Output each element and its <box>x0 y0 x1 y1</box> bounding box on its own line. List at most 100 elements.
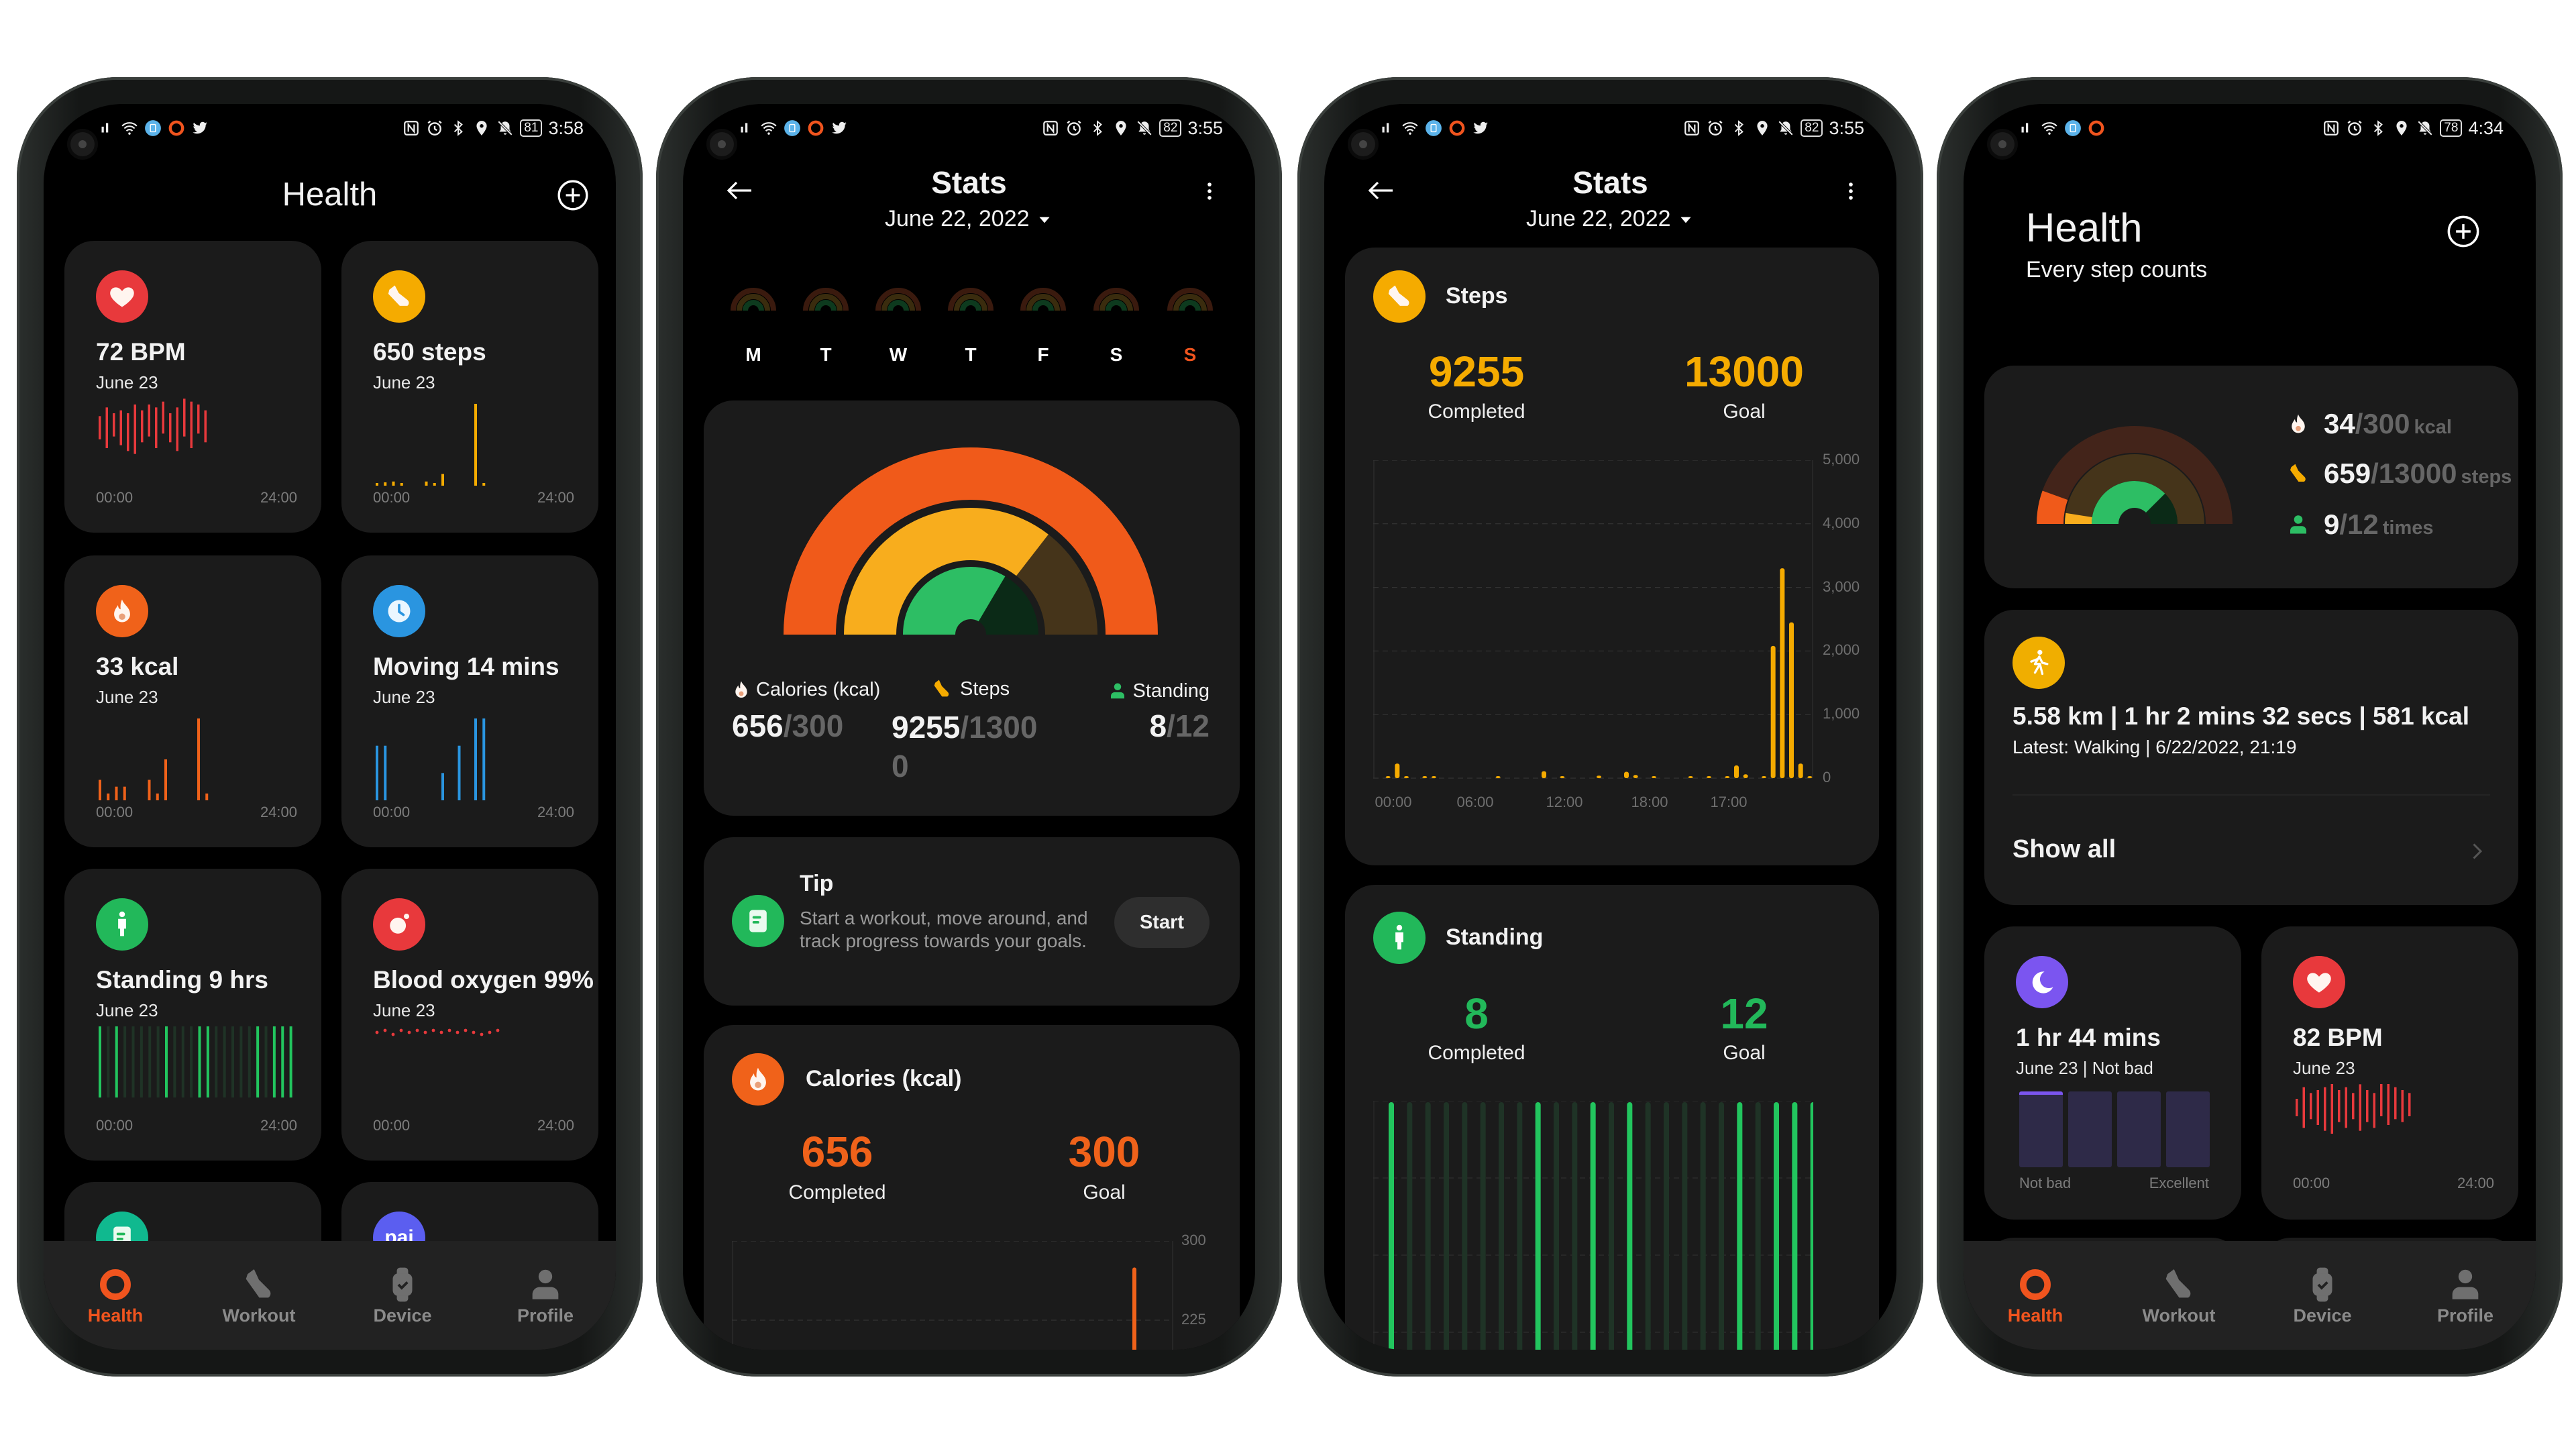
workout-latest: Latest: Walking | 6/22/2022, 21:19 <box>2012 737 2297 757</box>
spo2-dot <box>480 1032 484 1036</box>
health-card[interactable]: Moving 14 mins June 23 00:00 24:00 <box>341 555 598 847</box>
standing-legend: Standing <box>1108 678 1210 704</box>
nav-workout[interactable]: Workout <box>199 1265 319 1326</box>
activity-bar <box>376 745 378 800</box>
steps-bar <box>1798 763 1803 778</box>
steps-bar <box>1688 776 1693 778</box>
nfc-icon <box>2322 119 2340 137</box>
clock: 3:55 <box>1829 117 1864 138</box>
spo2-dot <box>439 1030 443 1034</box>
more-options-icon[interactable] <box>1198 178 1221 205</box>
screen: 78 4:34 Health Every step counts 34/300 k… <box>1964 104 2536 1350</box>
heart-rate-bar <box>2373 1093 2375 1128</box>
location-icon <box>1754 119 1771 137</box>
standing-bar-inactive <box>1682 1102 1688 1350</box>
nav-device[interactable]: Device <box>2262 1265 2383 1326</box>
tip-body: Start a workout, move around, and track … <box>800 908 1088 951</box>
shoe-icon <box>239 1265 278 1304</box>
bluetooth-icon <box>1089 119 1106 137</box>
standing-bar-inactive <box>181 1026 184 1097</box>
activity-bar <box>433 483 436 486</box>
shoe-icon <box>1373 270 1426 323</box>
x-start-label: 00:00 <box>96 489 133 506</box>
card-date: June 23 <box>373 1000 435 1020</box>
heart-rate-card[interactable]: 82 BPM June 23 00:00 24:00 <box>2261 926 2518 1220</box>
spo2-dot <box>399 1028 403 1032</box>
activity-rings-card[interactable]: Calories (kcal) 656/300 Steps 9255/13000… <box>704 400 1240 816</box>
nav-device[interactable]: Device <box>342 1265 463 1326</box>
standing-bar-inactive <box>156 1026 160 1097</box>
mute-icon <box>1136 119 1153 137</box>
heart-rate-bar <box>2401 1090 2404 1122</box>
activity-summary-card[interactable]: 34/300 kcal 659/13000 steps 9/12 times <box>1984 366 2518 588</box>
y-tick-label: 5,000 <box>1823 451 1860 468</box>
activity-bar <box>376 483 378 486</box>
add-card-icon[interactable] <box>556 178 590 212</box>
standing-card[interactable]: Standing 8 Completed 12 Goal <box>1345 885 1879 1350</box>
phone-stats-detail: 82 3:55 Stats June 22, 2022 Steps 9255 C… <box>1297 77 1923 1377</box>
day-tab[interactable]: S <box>1110 344 1123 365</box>
heart-rate-bar <box>2316 1090 2319 1125</box>
standing-bar-inactive <box>173 1026 176 1097</box>
heart-rate-bar <box>133 405 136 454</box>
card-date: June 23 | Not bad <box>2016 1058 2153 1078</box>
calories-value: 656/300 <box>732 708 844 743</box>
calories-card[interactable]: Calories (kcal) 656 Completed 300 Goal 3… <box>704 1025 1240 1350</box>
heart-rate-bar <box>2302 1087 2305 1128</box>
heart-rate-bar <box>2408 1093 2411 1116</box>
y-tick-label: 2,000 <box>1823 641 1860 659</box>
date-picker[interactable]: June 22, 2022 <box>683 206 1255 232</box>
show-all-button[interactable]: Show all <box>1984 798 2518 905</box>
more-options-icon[interactable] <box>1839 178 1862 205</box>
standing-bar-inactive <box>248 1026 251 1097</box>
steps-bar <box>1542 771 1546 778</box>
workout-card[interactable]: 5.58 km | 1 hr 2 mins 32 secs | 581 kcal… <box>1984 610 2518 905</box>
day-tab[interactable]: T <box>965 344 977 365</box>
spo2-dot <box>472 1030 476 1034</box>
nav-health[interactable]: Health <box>55 1265 176 1326</box>
page-title: Stats <box>1572 165 1648 200</box>
nav-workout[interactable]: Workout <box>2118 1265 2239 1326</box>
wifi-icon <box>760 119 777 137</box>
health-card[interactable]: Standing 9 hrs June 23 00:00 24:00 <box>64 869 321 1161</box>
nav-profile[interactable]: Profile <box>485 1265 606 1326</box>
goal-label: Goal <box>1083 1181 1126 1203</box>
day-tab[interactable]: W <box>889 344 908 365</box>
sleep-card[interactable]: 1 hr 44 mins June 23 | Not bad Not bad E… <box>1984 926 2241 1220</box>
health-card[interactable]: 650 steps June 23 00:00 24:00 <box>341 241 598 533</box>
standing-bar-active <box>1389 1102 1394 1350</box>
day-tab[interactable]: S <box>1183 344 1197 365</box>
standing-bar-inactive <box>1554 1102 1559 1350</box>
card-date: June 23 <box>373 687 435 707</box>
ring-progress <box>1106 302 1114 311</box>
health-card[interactable]: 33 kcal June 23 00:00 24:00 <box>64 555 321 847</box>
nfc-icon <box>1683 119 1701 137</box>
card-date: June 23 <box>96 372 158 392</box>
health-card[interactable]: 72 BPM June 23 00:00 24:00 <box>64 241 321 533</box>
day-rings <box>731 288 776 311</box>
nav-health[interactable]: Health <box>1975 1265 2096 1326</box>
value: 34 <box>2324 408 2355 439</box>
date-picker[interactable]: June 22, 2022 <box>1324 206 1896 232</box>
steps-bar <box>1385 776 1391 778</box>
moon-icon <box>2016 956 2068 1008</box>
nav-label: Health <box>87 1305 144 1326</box>
ring-track <box>1020 288 1066 311</box>
summary-row: 659/13000 steps <box>2286 458 2512 490</box>
start-button[interactable]: Start <box>1114 897 1210 948</box>
day-tab[interactable]: T <box>820 344 832 365</box>
day-tab[interactable]: M <box>745 344 761 365</box>
nav-label: Health <box>2007 1305 2063 1326</box>
health-card[interactable]: Blood oxygen 99% June 23 00:00 24:00 <box>341 869 598 1161</box>
day-tab[interactable]: F <box>1037 344 1049 365</box>
standing-bar-active <box>272 1026 276 1097</box>
sleep-high-label: Excellent <box>2149 1175 2209 1191</box>
steps-card[interactable]: Steps 9255 Completed 13000 Goal 5,000 4,0… <box>1345 248 1879 865</box>
date-label: June 22, 2022 <box>1526 206 1671 231</box>
ring-progress <box>1179 302 1187 311</box>
nav-profile[interactable]: Profile <box>2405 1265 2526 1326</box>
add-card-icon[interactable] <box>2446 214 2481 249</box>
standing-bar-inactive <box>123 1026 127 1097</box>
shoe-icon <box>2286 461 2310 486</box>
clock: 4:34 <box>2468 117 2504 138</box>
